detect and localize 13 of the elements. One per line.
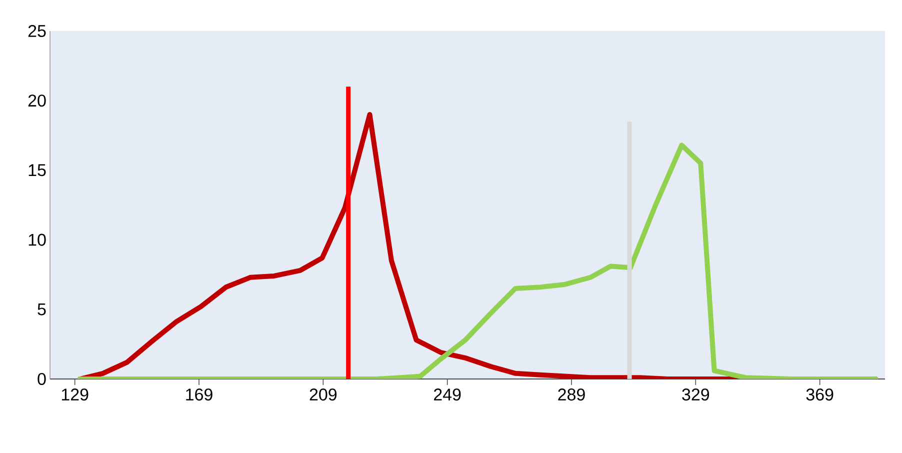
y-tick-label: 15 <box>28 164 46 176</box>
x-tick-label: 209 <box>310 388 337 401</box>
y-tick-label: 20 <box>28 94 46 107</box>
y-tick-label: 10 <box>28 234 46 246</box>
x-tick-label: 169 <box>186 388 212 401</box>
x-tick-label: 129 <box>62 388 88 401</box>
y-tick-label: 5 <box>38 303 46 316</box>
y-tick-label: 25 <box>28 24 46 38</box>
x-tick-label: 249 <box>434 388 461 401</box>
x-tick-label: 329 <box>682 388 710 401</box>
x-tick-label: 289 <box>558 388 585 401</box>
y-tick-label: 0 <box>38 372 46 386</box>
x-tick-label: 369 <box>806 388 834 401</box>
